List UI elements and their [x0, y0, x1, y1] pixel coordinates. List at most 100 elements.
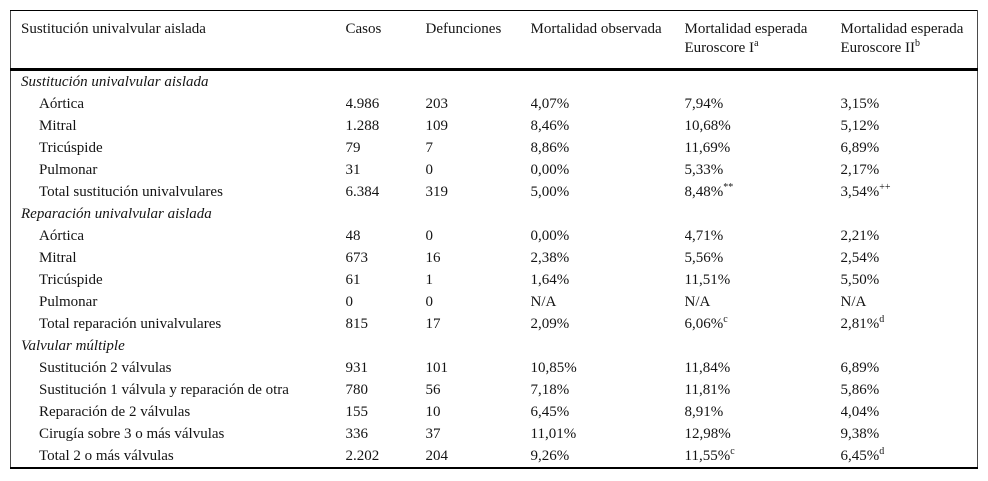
table-row: Mitral 1.288 109 8,46% 10,68% 5,12%: [11, 115, 978, 137]
cell-value: 109: [425, 118, 449, 134]
table-row: Total reparación univalvulares 815 17 2,09%…: [11, 313, 978, 335]
table-row: Aórtica 48 0 0,00% 4,71% 2,21%: [11, 225, 978, 247]
row-label: Mitral: [39, 118, 77, 134]
cell-value: 0: [425, 294, 434, 310]
cell-value: 5,56%: [684, 250, 724, 266]
row-label: Cirugía sobre 3 o más válvulas: [39, 426, 225, 442]
cell-value: 673: [345, 250, 369, 266]
row-label: Total sustitución univalvulares: [39, 184, 223, 200]
cell-value: 1.288: [345, 118, 380, 134]
cell-value: 815: [345, 316, 369, 332]
cell-value: 1,64%: [530, 272, 570, 288]
cell-value: 2,21%: [840, 228, 880, 244]
row-label: Tricúspide: [39, 272, 103, 288]
cell-value: 5,50%: [840, 272, 880, 288]
table-row: Pulmonar 0 0 N/A N/A N/A: [11, 291, 978, 313]
cell-value: 1: [425, 272, 434, 288]
cell-value: 10,68%: [684, 118, 731, 134]
footnote-marker: b: [915, 38, 921, 49]
cell-value: 11,01%: [530, 426, 577, 442]
cell-value: 155: [345, 404, 369, 420]
cell-value: 11,51%: [684, 272, 731, 288]
cell-value: 4,04%: [840, 404, 880, 420]
table-row: Sustitución 1 válvula y reparación de ot…: [11, 379, 978, 401]
table-row: Sustitución 2 válvulas 931 101 10,85% 11,84%…: [11, 357, 978, 379]
column-header-observed-mortality: Mortalidad observada: [531, 11, 685, 70]
column-header-deaths: Defunciones: [426, 11, 531, 70]
cell-value: 6,89%: [840, 360, 880, 376]
cell-value: 2,38%: [530, 250, 570, 266]
table-row: Reparación de 2 válvulas 155 10 6,45% 8,91% 4…: [11, 401, 978, 423]
cell-value: 61: [345, 272, 361, 288]
footnote-marker: d: [879, 446, 885, 457]
cell-value: 0,00%: [530, 162, 570, 178]
footnote-marker: ++: [879, 182, 891, 193]
row-label: Pulmonar: [39, 162, 98, 178]
column-header-label: Mortalidad esperada: [840, 21, 964, 37]
cell-value: 8,91%: [684, 404, 724, 420]
cell-value: 12,98%: [684, 426, 731, 442]
column-header-line2: Euroscore II: [840, 40, 916, 56]
cell-value: 319: [425, 184, 449, 200]
cell-value: 0: [425, 162, 434, 178]
cell-value: N/A: [840, 294, 867, 310]
cell-value: 7: [425, 140, 434, 156]
cell-value: 0: [425, 228, 434, 244]
table-row: Cirugía sobre 3 o más válvulas 336 37 11,01…: [11, 423, 978, 445]
row-label: Total reparación univalvulares: [39, 316, 222, 332]
cell-value: 9,26%: [530, 448, 570, 464]
cell-value: 5,12%: [840, 118, 880, 134]
section-label: Sustitución univalvular aislada: [21, 74, 209, 90]
cell-value: 11,55%c: [684, 446, 735, 465]
row-label: Total 2 o más válvulas: [39, 448, 174, 464]
table-row: Pulmonar 31 0 0,00% 5,33% 2,17%: [11, 159, 978, 181]
footnote-marker: d: [879, 314, 885, 325]
cell-value: 2,17%: [840, 162, 880, 178]
cell-value: 8,86%: [530, 140, 570, 156]
row-label: Pulmonar: [39, 294, 98, 310]
cell-value: 37: [425, 426, 441, 442]
table-row: Mitral 673 16 2,38% 5,56% 2,54%: [11, 247, 978, 269]
column-header-label: Casos: [345, 21, 382, 37]
cell-value: 16: [425, 250, 441, 266]
header-row: Sustitución univalvular aislada Casos De…: [10, 11, 978, 70]
cell-value: 6,89%: [840, 140, 880, 156]
column-header-procedure: Sustitución univalvular aislada: [11, 11, 346, 70]
row-label: Mitral: [39, 250, 77, 266]
cell-value: 4,07%: [530, 96, 570, 112]
cell-value: 9,38%: [840, 426, 880, 442]
cell-value: 11,84%: [684, 360, 731, 376]
section-row: Reparación univalvular aislada: [11, 203, 978, 225]
cell-value: 3,54%++: [840, 182, 891, 201]
cell-value: 0: [345, 294, 354, 310]
cell-value: 31: [345, 162, 361, 178]
footnote-marker: c: [730, 446, 735, 457]
cell-value: 101: [425, 360, 449, 376]
cell-value: 7,18%: [530, 382, 570, 398]
row-label: Aórtica: [39, 228, 84, 244]
cell-value: 79: [345, 140, 361, 156]
cell-value: 5,33%: [684, 162, 724, 178]
cell-value: 8,48%**: [684, 182, 734, 201]
table-row: Tricúspide 79 7 8,86% 11,69% 6,89%: [11, 137, 978, 159]
table-header: Sustitución univalvular aislada Casos De…: [10, 11, 978, 70]
cell-value: 204: [425, 448, 449, 464]
cell-value: 6.384: [345, 184, 380, 200]
cell-value: 3,15%: [840, 96, 880, 112]
cell-value: 2,81%d: [840, 314, 885, 333]
table-row: Total 2 o más válvulas 2.202 204 9,26% 11,55…: [10, 445, 978, 468]
cell-value: 2.202: [345, 448, 380, 464]
section-row: Sustitución univalvular aislada: [11, 70, 978, 94]
cell-value: 8,46%: [530, 118, 570, 134]
cell-value: 6,45%: [530, 404, 570, 420]
footnote-marker: **: [723, 182, 734, 193]
cell-value: 2,54%: [840, 250, 880, 266]
cell-value: 6,45%d: [840, 446, 885, 465]
cell-value: 203: [425, 96, 449, 112]
table-body: Sustitución univalvular aislada Aórtica 4.…: [10, 70, 978, 468]
table-row: Tricúspide 61 1 1,64% 11,51% 5,50%: [11, 269, 978, 291]
section-row: Valvular múltiple: [11, 335, 978, 357]
cell-value: 56: [425, 382, 441, 398]
cell-value: 4,71%: [684, 228, 724, 244]
